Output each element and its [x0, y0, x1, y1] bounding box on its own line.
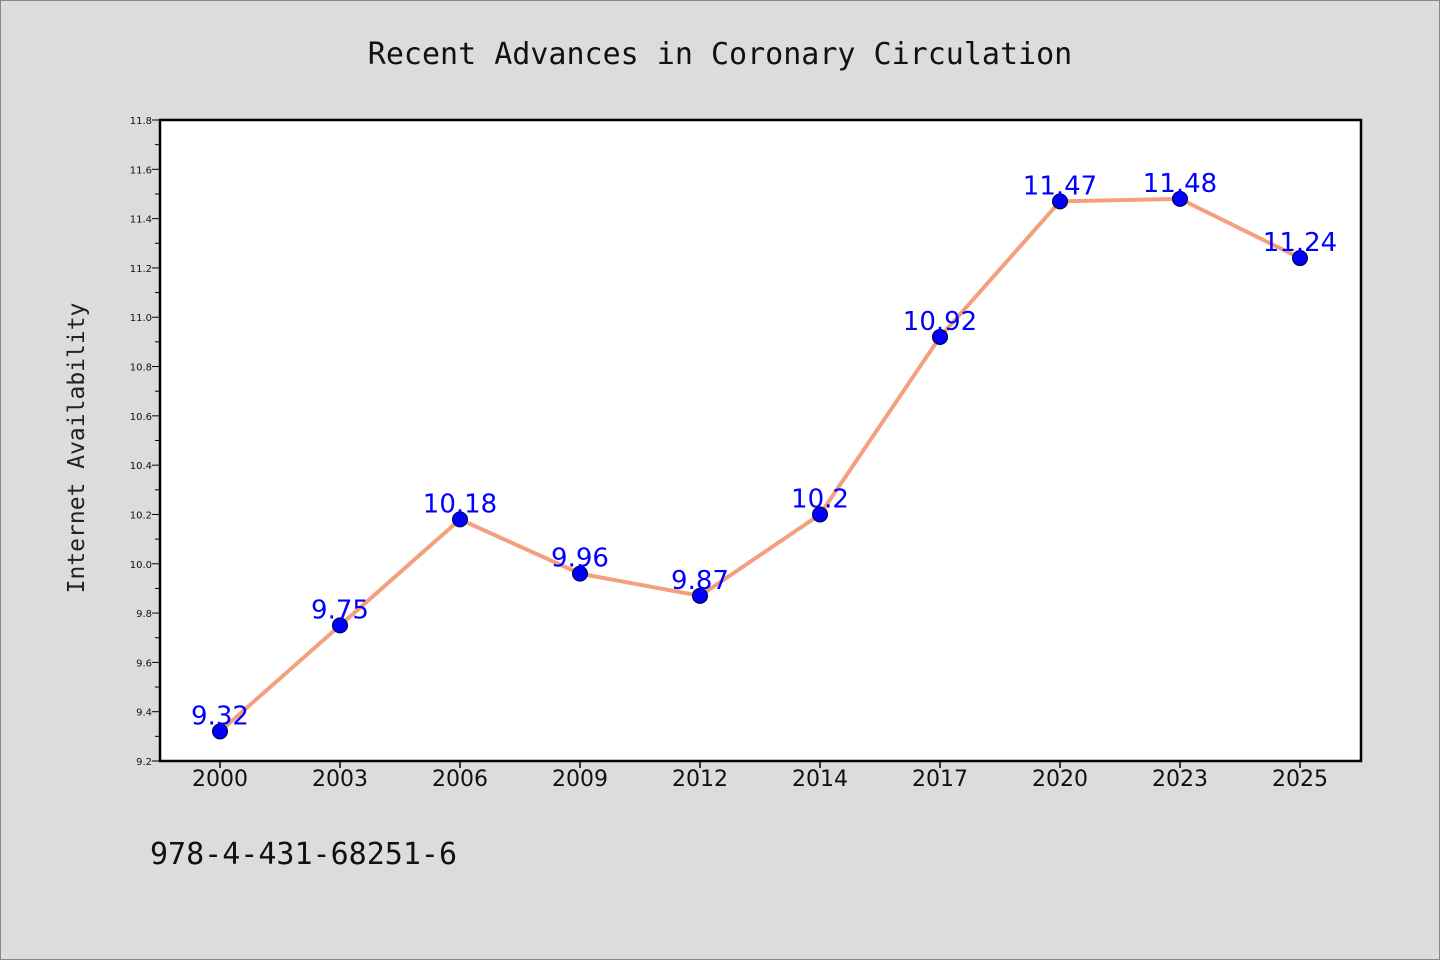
data-point — [692, 587, 708, 604]
data-label: 10.92 — [903, 307, 977, 337]
data-point — [1292, 250, 1308, 267]
data-point — [332, 617, 348, 634]
data-label: 11.47 — [1023, 171, 1097, 201]
y-tick-label: 10.8 — [130, 363, 152, 374]
y-tick-label: 11.6 — [130, 165, 152, 176]
x-axis: 2000 2003 2006 2009 2012 2014 2017 2020 2023 2025 — [192, 761, 1328, 792]
x-tick-label: 2009 — [552, 767, 608, 792]
data-point — [812, 506, 828, 523]
x-tick-label: 2017 — [912, 767, 968, 792]
chart-title: Recent Advances in Coronary Circulation — [368, 37, 1072, 72]
data-label: 10.18 — [423, 489, 497, 519]
y-tick-label: 11.8 — [130, 116, 152, 127]
data-point — [572, 565, 588, 582]
data-point — [212, 723, 228, 740]
y-tick-label: 9.2 — [136, 757, 152, 768]
y-tick-label: 9.4 — [136, 708, 152, 719]
y-tick-label: 11.0 — [130, 313, 152, 324]
y-tick-label: 11.4 — [130, 215, 152, 226]
x-tick-label: 2025 — [1272, 767, 1328, 792]
data-label: 9.75 — [311, 595, 369, 625]
x-tick-label: 2012 — [672, 767, 728, 792]
data-label: 10.2 — [791, 484, 849, 514]
y-axis-label: Internet Availability — [64, 303, 90, 594]
y-axis: 9.2 9.4 9.6 9.8 10.0 10.2 10.4 10.6 10.8 11.0 11.2… — [130, 116, 160, 768]
x-tick-label: 2014 — [792, 767, 848, 792]
y-tick-label: 11.2 — [130, 264, 152, 275]
x-tick-label: 2000 — [192, 767, 248, 792]
series-line — [218, 196, 1302, 734]
series-layer: 9.32 9.75 10.18 9.96 9.87 10.2 10.92 11.47 11.48… — [191, 169, 1337, 740]
y-tick-label: 10.0 — [130, 560, 152, 571]
y-tick-label: 10.4 — [130, 461, 152, 472]
y-tick-label: 9.8 — [136, 609, 152, 620]
x-tick-label: 2006 — [432, 767, 488, 792]
x-tick-label: 2020 — [1032, 767, 1088, 792]
data-label: 11.48 — [1143, 169, 1217, 199]
y-tick-label: 10.2 — [130, 510, 152, 521]
data-label: 9.87 — [671, 566, 729, 596]
data-point — [932, 328, 948, 345]
data-point — [452, 511, 468, 528]
x-tick-label: 2023 — [1152, 767, 1208, 792]
y-tick-label: 9.6 — [136, 658, 152, 669]
y-tick-label: 10.6 — [130, 412, 152, 423]
data-label: 9.32 — [191, 701, 249, 731]
data-label: 9.96 — [551, 544, 609, 574]
plot-area — [158, 118, 1363, 763]
x-tick-label: 2003 — [312, 767, 368, 792]
data-label: 11.24 — [1263, 228, 1337, 258]
footer-isbn: 978-4-431-68251-6 — [150, 837, 457, 872]
data-point — [1172, 190, 1188, 207]
data-point — [1052, 193, 1068, 210]
